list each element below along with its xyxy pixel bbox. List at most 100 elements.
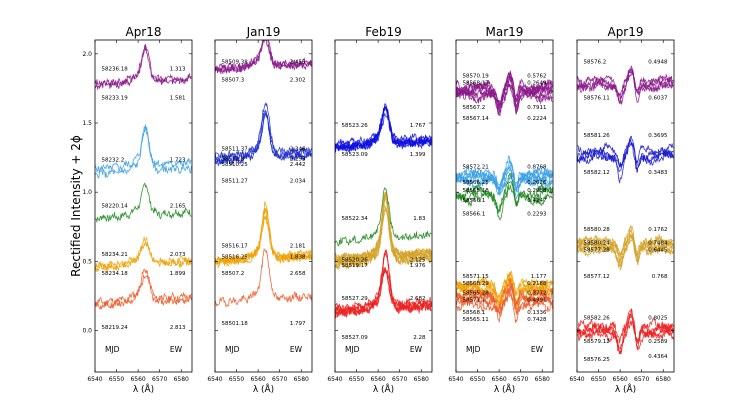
panel-feb19: Feb19 6540 6550 6560 6570 6580 λ (Å) MJD EW 58523… [327, 25, 433, 395]
mjd-annotation: 58511.37 [221, 147, 248, 153]
mjd-annotation: 58234.18 [101, 271, 128, 277]
spectrum-line [215, 207, 312, 265]
spectrum-line [95, 45, 192, 90]
ew-column-label: EW [531, 345, 544, 354]
spectrum-line [456, 185, 553, 221]
spectrum-line [215, 113, 312, 165]
mjd-annotation: 58511.27 [221, 178, 248, 184]
panel-jan19: Jan19 6540 6550 6560 6570 6580 λ (Å) MJD EW 58509… [207, 25, 313, 395]
panel-frame [455, 39, 554, 373]
spectrum-line [215, 109, 312, 162]
mjd-annotation: 58522.34 [341, 216, 368, 222]
spectrum-line [95, 182, 192, 223]
x-tick-label: 6550 [349, 376, 364, 383]
mjd-annotation: 58576.11 [583, 95, 609, 101]
mjd-annotation: 58568.29 [462, 281, 489, 287]
mjd-annotation: 58510.25 [221, 162, 248, 168]
mjd-annotation: 58568.1 [462, 310, 485, 316]
spectrum-line [577, 71, 674, 100]
ew-annotation: 2.442 [290, 162, 306, 168]
ew-annotation: 0.2988 [527, 188, 547, 194]
spectrum-line [456, 285, 553, 316]
spectra-group [577, 65, 674, 355]
ew-annotation: 1.838 [290, 255, 306, 261]
ew-annotation: 1.581 [170, 95, 186, 101]
spectrum-line [215, 40, 312, 74]
panel-title: Mar19 [486, 25, 524, 39]
mjd-annotation: 58580.28 [583, 227, 610, 233]
mjd-annotation: 58566.25 [462, 180, 489, 186]
panel-frame [576, 39, 675, 373]
spectrum-line [456, 159, 553, 192]
mjd-annotation: 58219.24 [101, 325, 128, 331]
mjd-annotation: 58566.1 [462, 198, 485, 204]
mjd-annotation: 58568.17 [462, 80, 489, 86]
ew-annotation: 2.346 [290, 147, 306, 153]
spectrum-line [577, 234, 674, 266]
spectrum-line [215, 247, 312, 308]
x-tick-label: 6540 [569, 376, 584, 383]
spectrum-line [577, 137, 674, 173]
ew-annotation: 2.125 [410, 257, 426, 263]
panel-title: Jan19 [246, 25, 281, 39]
x-tick-label: 6540 [87, 376, 102, 383]
mjd-annotation: 58527.09 [341, 335, 368, 341]
ew-annotation: 0.4948 [648, 60, 668, 66]
y-tick-label: 0.0 [82, 328, 92, 335]
spectrum-line [215, 102, 312, 162]
mjd-annotation: 58520.26 [341, 257, 368, 263]
mjd-annotation: 58570.19 [462, 73, 489, 79]
ew-annotation: 1.899 [170, 271, 186, 277]
x-tick-label: 6550 [470, 376, 485, 383]
mjd-annotation: 58572.21 [462, 165, 488, 171]
ew-annotation: 0.2188 [527, 281, 547, 287]
ew-annotation: 0.1762 [648, 227, 667, 233]
spectrum-line [456, 277, 553, 309]
ew-annotation: 0.768 [652, 274, 668, 280]
ew-column-label: EW [410, 345, 423, 354]
spectrum-line [577, 237, 674, 263]
mjd-annotation: 58509.38 [221, 60, 248, 66]
mjd-annotation: 58571.15 [462, 274, 489, 280]
x-axis-label: λ (Å) [373, 383, 394, 395]
x-tick-label: 6540 [327, 376, 342, 383]
x-tick-label: 6570 [152, 376, 167, 383]
mjd-annotation: 58576.2 [583, 60, 606, 66]
mjd-annotation: 58565.11 [462, 317, 488, 323]
ew-annotation: 0.7428 [527, 317, 547, 323]
x-tick-label: 6560 [370, 376, 385, 383]
ew-annotation: 1.399 [410, 152, 426, 158]
y-tick-label: 1.0 [82, 189, 92, 196]
spectrum-line [95, 268, 192, 308]
ew-annotation: 0.8025 [648, 315, 668, 321]
spectra-group [456, 70, 553, 323]
ew-annotation: 1.767 [410, 123, 426, 129]
mjd-column-label: MJD [105, 345, 120, 354]
mjd-annotation: 58523.26 [341, 123, 368, 129]
panel-title: Apr19 [607, 25, 643, 39]
panel-title: Feb19 [365, 25, 402, 39]
mjd-annotation: 58220.14 [101, 203, 128, 209]
mjd-annotation: 58232.2 [101, 158, 124, 164]
ew-annotation: 0.7484 [648, 241, 668, 247]
spectrum-line [456, 168, 553, 194]
ew-annotation: 2.813 [170, 325, 186, 331]
x-axis-label: λ (Å) [615, 383, 636, 395]
spectrum-line [335, 204, 432, 270]
spectrum-line [577, 71, 674, 105]
mjd-annotation: 58233.19 [101, 95, 128, 101]
ew-annotation: 0.5762 [527, 73, 546, 79]
x-tick-label: 6570 [272, 376, 287, 383]
spectrum-line [577, 135, 674, 173]
y-tick-label: 1.5 [82, 120, 92, 127]
spectrum-line [215, 200, 312, 269]
ew-annotation: 0.3695 [648, 133, 668, 139]
mjd-annotation: 58519.17 [341, 263, 368, 269]
mjd-annotation: 58577.12 [583, 274, 609, 280]
spectrum-line [95, 126, 192, 179]
panel-frame [334, 39, 433, 373]
ew-annotation: 0.6037 [648, 95, 668, 101]
ew-annotation: 1.177 [531, 274, 547, 280]
ew-annotation: 1.313 [170, 66, 186, 72]
x-tick-label: 6570 [392, 376, 407, 383]
